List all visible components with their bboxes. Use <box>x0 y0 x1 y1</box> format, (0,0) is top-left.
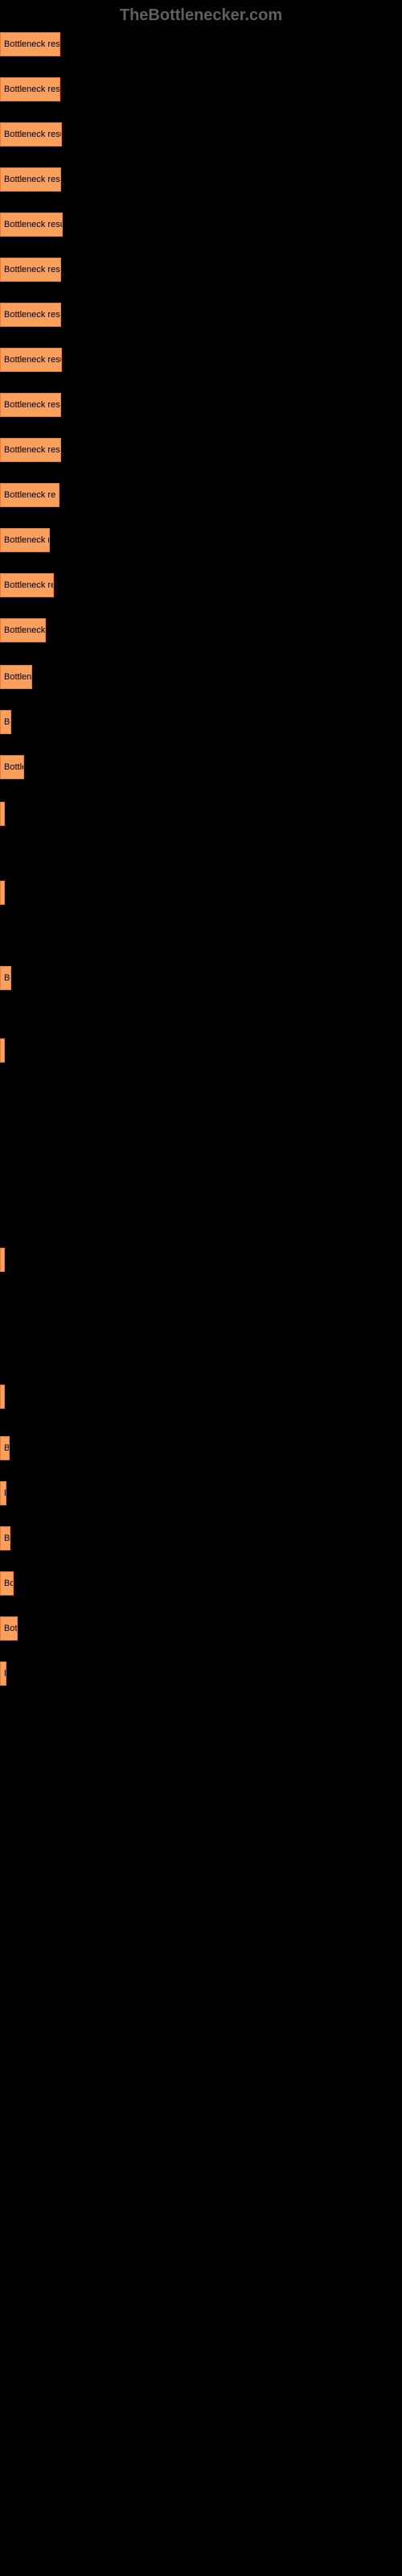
bar-row: Bo <box>0 710 11 734</box>
bar-row: Bottleneck resu <box>0 303 61 327</box>
bar-row: Bottleneck resu <box>0 348 62 372</box>
chart-bar: Bottleneck re <box>0 483 59 507</box>
bar-row: Bottleneck resu <box>0 167 61 192</box>
bar-row: Bott <box>0 1616 18 1641</box>
bar-row: B <box>0 1662 6 1686</box>
chart-bar: Bot <box>0 1571 14 1596</box>
bar-row <box>0 881 5 905</box>
chart-bar: Bottleneck resu <box>0 77 60 101</box>
bar-row: Bottleneck r <box>0 528 50 552</box>
bar-row: Bottlene <box>0 665 32 689</box>
bar-row: B <box>0 1481 6 1505</box>
chart-bar <box>0 1248 5 1272</box>
chart-bar: Bottleneck resu <box>0 258 61 282</box>
chart-bar: Bo <box>0 1526 10 1550</box>
bar-row <box>0 802 5 826</box>
chart-bar: Bottleneck resu <box>0 213 63 237</box>
bar-row: Bot <box>0 1571 14 1596</box>
bar-row: Bottleneck resu <box>0 438 61 462</box>
chart-bar: Bottleneck resu <box>0 393 61 417</box>
bottleneck-chart: Bottleneck resu Bottleneck resu Bottleneck… <box>0 32 402 2528</box>
chart-bar: Bottleneck r <box>0 528 50 552</box>
chart-bar: Bottleneck resu <box>0 438 61 462</box>
bar-row: Bottleneck resu <box>0 213 63 237</box>
chart-bar: Bottleneck resu <box>0 167 61 192</box>
bar-row: Bo <box>0 966 11 990</box>
chart-bar: Bottleneck re <box>0 573 54 597</box>
chart-bar <box>0 1038 5 1063</box>
chart-bar: B <box>0 1662 6 1686</box>
chart-bar: Bottleneck resu <box>0 32 60 56</box>
bar-row: Bottleneck r <box>0 618 46 642</box>
chart-bar <box>0 802 5 826</box>
bar-row: Bottleneck re <box>0 483 59 507</box>
chart-bar: Bott <box>0 1616 18 1641</box>
bar-row: Bottle <box>0 755 24 779</box>
chart-bar: Bottleneck r <box>0 618 46 642</box>
bar-row: Bottleneck resu <box>0 258 61 282</box>
bar-row <box>0 1385 5 1409</box>
chart-bar: Bo <box>0 966 11 990</box>
chart-bar: Bottlene <box>0 665 32 689</box>
chart-bar: Bottle <box>0 755 24 779</box>
bar-row <box>0 1038 5 1063</box>
chart-bar: Bottleneck resu <box>0 348 62 372</box>
chart-bar <box>0 1385 5 1409</box>
bar-row: Bottleneck re <box>0 573 54 597</box>
chart-bar <box>0 881 5 905</box>
bar-row: Bottleneck resu <box>0 32 60 56</box>
chart-bar: Bo <box>0 1436 10 1460</box>
bar-row: Bottleneck resu <box>0 393 61 417</box>
bar-row: Bo <box>0 1526 10 1550</box>
bar-row: Bottleneck resu <box>0 122 62 147</box>
bar-row <box>0 1248 5 1272</box>
chart-bar: Bottleneck resu <box>0 303 61 327</box>
chart-bar: Bo <box>0 710 11 734</box>
chart-bar: B <box>0 1481 6 1505</box>
site-header: TheBottlenecker.com <box>120 6 282 25</box>
bar-row: Bottleneck resu <box>0 77 60 101</box>
chart-bar: Bottleneck resu <box>0 122 62 147</box>
bar-row: Bo <box>0 1436 10 1460</box>
